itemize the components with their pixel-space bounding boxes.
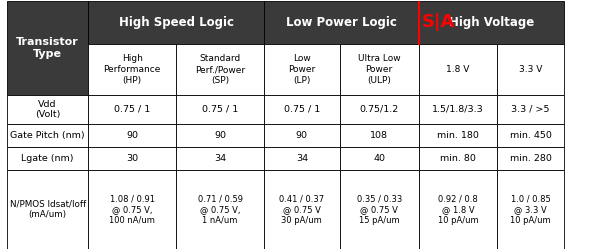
Text: 0.75 / 1: 0.75 / 1 — [114, 105, 151, 114]
Text: 3.3 / >5: 3.3 / >5 — [511, 105, 550, 114]
Text: 90: 90 — [214, 131, 226, 140]
Text: N/PMOS Idsat/Ioff
(mA/um): N/PMOS Idsat/Ioff (mA/um) — [10, 200, 86, 219]
Text: High Voltage: High Voltage — [449, 16, 534, 29]
Bar — [264, 147, 340, 170]
Bar — [88, 147, 176, 170]
Bar — [419, 170, 497, 249]
Bar — [497, 44, 564, 95]
Bar — [419, 95, 497, 124]
Bar — [264, 95, 340, 124]
Text: 0.35 / 0.33
@ 0.75 V
15 pA/um: 0.35 / 0.33 @ 0.75 V 15 pA/um — [356, 194, 402, 225]
Bar — [340, 124, 419, 147]
Bar — [264, 1, 419, 44]
Text: Vdd
(Volt): Vdd (Volt) — [35, 100, 60, 119]
Text: Lgate (nm): Lgate (nm) — [22, 154, 74, 162]
Text: Transistor
Type: Transistor Type — [16, 37, 79, 59]
Text: 34: 34 — [296, 154, 308, 162]
Text: 90: 90 — [296, 131, 308, 140]
Bar — [419, 147, 497, 170]
Text: 1.5/1.8/3.3: 1.5/1.8/3.3 — [432, 105, 484, 114]
Text: min. 280: min. 280 — [509, 154, 551, 162]
Text: min. 80: min. 80 — [440, 154, 476, 162]
Bar — [7, 1, 88, 95]
Text: 3.3 V: 3.3 V — [519, 65, 542, 74]
Text: 0.75/1.2: 0.75/1.2 — [359, 105, 399, 114]
Text: Standard
Perf./Power
(SP): Standard Perf./Power (SP) — [195, 54, 245, 85]
Bar — [88, 170, 176, 249]
Bar — [497, 124, 564, 147]
Bar — [419, 1, 564, 44]
Bar — [497, 95, 564, 124]
Bar — [497, 147, 564, 170]
Bar — [176, 95, 264, 124]
Bar — [88, 44, 176, 95]
Bar — [7, 147, 88, 170]
Bar — [7, 95, 88, 124]
Text: 1.08 / 0.91
@ 0.75 V,
100 nA/um: 1.08 / 0.91 @ 0.75 V, 100 nA/um — [109, 194, 155, 225]
Bar — [176, 170, 264, 249]
Text: S|A: S|A — [422, 14, 455, 32]
Text: 1.8 V: 1.8 V — [446, 65, 470, 74]
Text: 40: 40 — [373, 154, 385, 162]
Bar — [88, 1, 264, 44]
Text: Ultra Low
Power
(ULP): Ultra Low Power (ULP) — [358, 54, 400, 85]
Text: 108: 108 — [370, 131, 388, 140]
Bar — [419, 44, 497, 95]
Bar — [340, 44, 419, 95]
Text: min. 450: min. 450 — [509, 131, 551, 140]
Text: Gate Pitch (nm): Gate Pitch (nm) — [10, 131, 85, 140]
Text: 0.41 / 0.37
@ 0.75 V
30 pA/um: 0.41 / 0.37 @ 0.75 V 30 pA/um — [279, 194, 325, 225]
Text: 0.71 / 0.59
@ 0.75 V,
1 nA/um: 0.71 / 0.59 @ 0.75 V, 1 nA/um — [197, 194, 242, 225]
Bar — [88, 95, 176, 124]
Bar — [7, 124, 88, 147]
Bar — [340, 147, 419, 170]
Text: 0.92 / 0.8
@ 1.8 V
10 pA/um: 0.92 / 0.8 @ 1.8 V 10 pA/um — [437, 194, 478, 225]
Bar — [340, 95, 419, 124]
Text: 0.75 / 1: 0.75 / 1 — [202, 105, 238, 114]
Bar — [264, 170, 340, 249]
Bar — [497, 170, 564, 249]
Text: min. 180: min. 180 — [437, 131, 479, 140]
Bar — [176, 124, 264, 147]
Text: 34: 34 — [214, 154, 226, 162]
Text: Low Power Logic: Low Power Logic — [286, 16, 397, 29]
Bar — [176, 147, 264, 170]
Bar — [419, 124, 497, 147]
Text: High
Performance
(HP): High Performance (HP) — [104, 54, 161, 85]
Bar — [340, 170, 419, 249]
Bar — [176, 44, 264, 95]
Text: High Speed Logic: High Speed Logic — [119, 16, 233, 29]
Text: 1.0 / 0.85
@ 3.3 V
10 pA/um: 1.0 / 0.85 @ 3.3 V 10 pA/um — [510, 194, 551, 225]
Bar — [264, 44, 340, 95]
Text: Low
Power
(LP): Low Power (LP) — [288, 54, 316, 85]
Bar — [264, 124, 340, 147]
Text: 90: 90 — [127, 131, 139, 140]
Bar — [7, 170, 88, 249]
Bar — [88, 124, 176, 147]
Text: 30: 30 — [126, 154, 139, 162]
Text: 0.75 / 1: 0.75 / 1 — [284, 105, 320, 114]
